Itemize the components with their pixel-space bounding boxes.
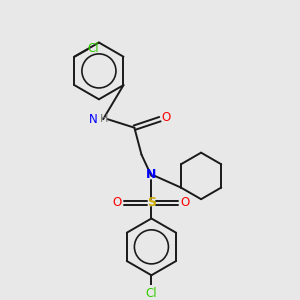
Text: Cl: Cl bbox=[146, 287, 157, 300]
Text: O: O bbox=[181, 196, 190, 209]
Text: O: O bbox=[162, 111, 171, 124]
Text: O: O bbox=[113, 196, 122, 209]
Text: N: N bbox=[89, 113, 98, 126]
Text: Cl: Cl bbox=[88, 42, 99, 55]
Text: N: N bbox=[146, 168, 157, 181]
Text: H: H bbox=[100, 114, 108, 124]
Text: S: S bbox=[147, 196, 156, 209]
